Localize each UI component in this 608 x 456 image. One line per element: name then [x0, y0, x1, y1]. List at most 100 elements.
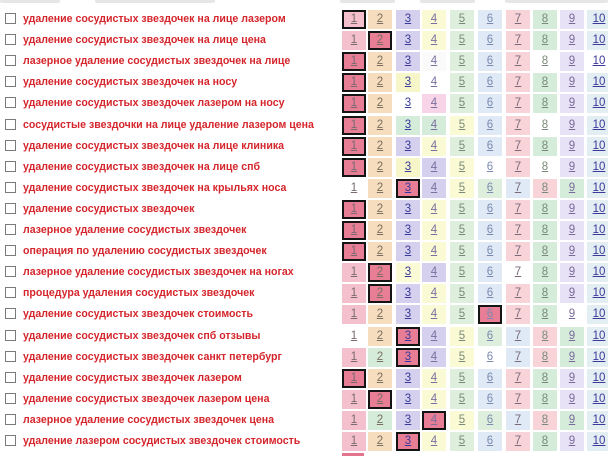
page-cell-5[interactable]: 5 [450, 199, 474, 219]
page-cell-6[interactable]: 6 [478, 52, 502, 72]
keyword-link[interactable]: удаление сосудистых звездочек лазером [23, 371, 242, 384]
page-cell-3[interactable]: 3 [396, 410, 420, 430]
page-cell-10[interactable]: 10 [587, 263, 608, 283]
page-cell-6[interactable]: 6 [478, 242, 502, 262]
page-cell-3[interactable]: 3 [396, 157, 420, 177]
page-cell-4[interactable]: 4 [422, 52, 446, 72]
page-cell-4[interactable]: 4 [422, 221, 446, 240]
page-cell-7[interactable]: 7 [506, 115, 530, 135]
keyword-link[interactable]: удаление сосудистых звездочек на крыльях… [23, 181, 287, 194]
page-cell-2[interactable]: 2 [368, 10, 392, 29]
row-checkbox[interactable] [5, 435, 16, 446]
page-cell-5[interactable]: 5 [450, 52, 474, 72]
page-cell-10[interactable]: 10 [587, 326, 608, 346]
page-cell-7[interactable]: 7 [506, 242, 530, 262]
page-cell-6[interactable]: 6 [478, 263, 502, 283]
row-checkbox[interactable] [5, 266, 16, 278]
page-cell-7[interactable]: 7 [506, 52, 530, 72]
page-cell-5[interactable]: 5 [450, 432, 474, 451]
keyword-link[interactable]: удаление сосудистых звездочек спб отзывы [23, 329, 261, 342]
page-cell-10[interactable]: 10 [587, 389, 608, 409]
toolbar-tab[interactable] [420, 0, 475, 3]
page-cell-9[interactable]: 9 [560, 410, 584, 430]
page-cell-1[interactable]: 1 [342, 432, 366, 451]
page-cell-9[interactable]: 9 [560, 52, 584, 72]
page-cell-1[interactable]: 1 [342, 410, 366, 430]
keyword-link[interactable]: сосудистые звездочки на лице удаление ла… [23, 118, 314, 131]
page-cell-7[interactable]: 7 [506, 221, 530, 240]
page-cell-7[interactable]: 7 [506, 94, 530, 114]
page-cell-5[interactable]: 5 [450, 115, 474, 135]
page-cell-5[interactable]: 5 [450, 242, 474, 262]
row-checkbox[interactable] [5, 287, 16, 299]
toolbar-tab[interactable] [95, 0, 215, 3]
page-cell-1[interactable]: 1 [342, 31, 366, 51]
page-cell-8[interactable]: 8 [533, 326, 557, 346]
page-cell-1[interactable]: 1 [342, 305, 366, 325]
page-cell-6[interactable]: 6 [478, 389, 502, 409]
page-cell-6[interactable]: 6 [478, 31, 502, 51]
page-cell-9[interactable]: 9 [560, 305, 584, 325]
page-cell-9[interactable]: 9 [560, 178, 584, 198]
page-cell-2[interactable]: 2 [368, 368, 392, 388]
page-cell-5[interactable]: 5 [450, 221, 474, 240]
page-cell-3[interactable]: 3 [396, 136, 420, 156]
page-cell-4[interactable]: 4 [422, 136, 446, 156]
page-cell-7[interactable]: 7 [506, 136, 530, 156]
page-cell-5[interactable]: 5 [450, 157, 474, 177]
row-checkbox[interactable] [5, 224, 16, 235]
keyword-link[interactable]: удаление сосудистых звездочек стоимость [23, 308, 253, 321]
page-cell-2[interactable]: 2 [368, 326, 392, 346]
page-cell-3[interactable]: 3 [396, 432, 420, 451]
row-checkbox[interactable] [5, 13, 16, 24]
keyword-link[interactable]: удаление лазером сосудистых звездочек ст… [23, 435, 301, 447]
page-cell-8[interactable]: 8 [533, 136, 557, 156]
page-cell-1[interactable]: 1 [342, 199, 366, 219]
page-cell-9[interactable]: 9 [560, 31, 584, 51]
page-cell-2[interactable]: 2 [368, 410, 392, 430]
keyword-link[interactable]: лазерное удаление сосудистых звездочек [23, 224, 247, 236]
keyword-link[interactable]: удаление сосудистых звездочек на носу [23, 76, 238, 89]
page-cell-6[interactable]: 6 [478, 221, 502, 240]
page-cell-2[interactable]: 2 [368, 136, 392, 156]
page-cell-10[interactable]: 10 [587, 73, 608, 93]
page-cell-6[interactable]: 6 [478, 368, 502, 388]
page-cell-6[interactable]: 6 [478, 94, 502, 114]
page-cell-8[interactable]: 8 [533, 221, 557, 240]
page-cell-2[interactable]: 2 [368, 432, 392, 451]
page-cell-6[interactable]: 6 [478, 305, 502, 325]
page-cell-9[interactable]: 9 [560, 368, 584, 388]
page-cell-1[interactable]: 1 [342, 52, 366, 72]
page-cell-3[interactable]: 3 [396, 178, 420, 198]
page-cell-3[interactable]: 3 [396, 31, 420, 51]
page-cell-10[interactable]: 10 [587, 115, 608, 135]
page-cell-1[interactable]: 1 [342, 178, 366, 198]
page-cell-5[interactable]: 5 [450, 178, 474, 198]
page-cell-10[interactable]: 10 [587, 242, 608, 262]
page-cell-4[interactable]: 4 [422, 284, 446, 304]
page-cell-3[interactable]: 3 [396, 73, 420, 93]
page-cell-10[interactable]: 10 [587, 199, 608, 219]
page-cell-2[interactable]: 2 [368, 115, 392, 135]
row-checkbox[interactable] [5, 202, 16, 214]
page-cell-10[interactable]: 10 [587, 178, 608, 198]
row-checkbox[interactable] [5, 371, 16, 383]
toolbar-tab[interactable] [505, 0, 608, 3]
page-cell-3[interactable]: 3 [396, 263, 420, 283]
page-cell-6[interactable]: 6 [478, 326, 502, 346]
page-cell-2[interactable]: 2 [368, 31, 392, 51]
page-cell-10[interactable]: 10 [587, 221, 608, 240]
row-checkbox[interactable] [5, 329, 16, 341]
page-cell-4[interactable]: 4 [422, 10, 446, 29]
page-cell-7[interactable]: 7 [506, 389, 530, 409]
page-cell-2[interactable]: 2 [368, 284, 392, 304]
page-cell-1[interactable]: 1 [342, 115, 366, 135]
page-cell-9[interactable]: 9 [560, 115, 584, 135]
page-cell-10[interactable]: 10 [587, 10, 608, 29]
row-checkbox[interactable] [5, 97, 16, 109]
page-cell-4[interactable]: 4 [422, 115, 446, 135]
page-cell-8[interactable]: 8 [533, 410, 557, 430]
page-cell-10[interactable]: 10 [587, 31, 608, 51]
page-cell-5[interactable]: 5 [450, 326, 474, 346]
keyword-link[interactable]: операция по удалению сосудистых звездоче… [23, 245, 267, 258]
